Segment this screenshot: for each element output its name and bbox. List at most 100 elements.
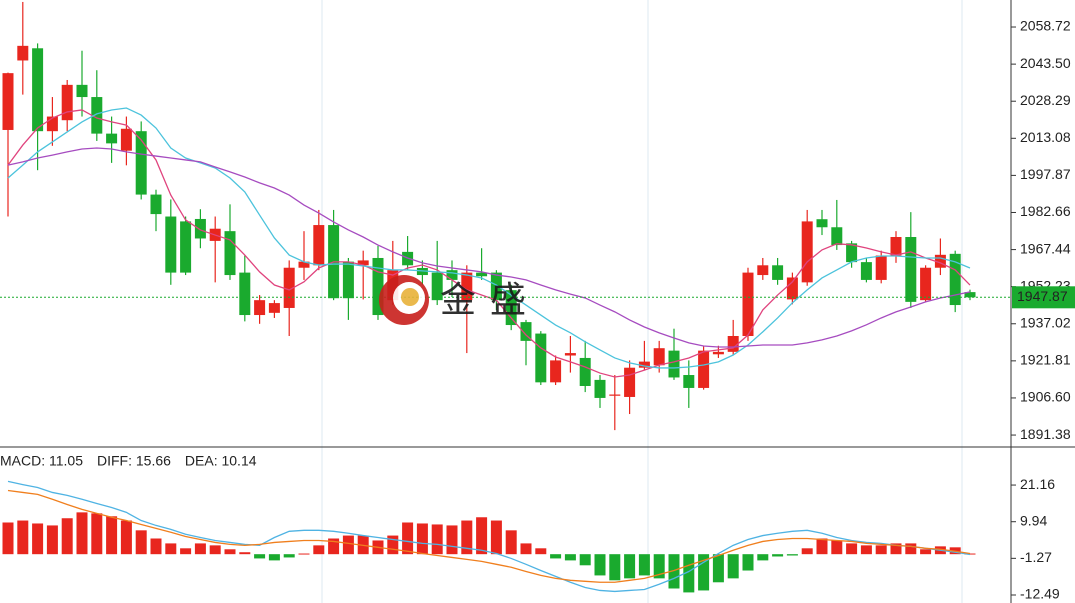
logo [401, 288, 419, 306]
candle-body [786, 277, 798, 300]
macd-bar [32, 523, 44, 555]
macd-bar [402, 522, 414, 555]
macd-bar [638, 554, 650, 576]
macd-bar [698, 554, 710, 591]
macd-bar [283, 554, 295, 558]
watermark-text: 金盛 [440, 280, 540, 321]
candle-body [476, 272, 488, 277]
candle-body [934, 254, 946, 268]
candle-body [594, 379, 606, 398]
macd-bar [254, 554, 266, 559]
legend-entry: DEA: 10.14 [185, 453, 257, 469]
y-tick-label: 1906.60 [1020, 389, 1071, 405]
candle-body [342, 261, 354, 299]
series-line [7, 109, 971, 378]
y-tick-label: 2028.29 [1020, 92, 1071, 108]
macd-bar [446, 525, 458, 555]
last-price-label: 1947.87 [1017, 288, 1068, 304]
y-tick-label: 9.94 [1020, 512, 1047, 528]
macd-bar [905, 543, 917, 555]
legend: MACD: 11.05 DIFF: 15.66 DEA: 10.14 [0, 453, 257, 469]
candle-body [638, 361, 650, 368]
candle-body [283, 267, 295, 308]
candle-body [579, 357, 591, 386]
candle-body [905, 237, 917, 302]
macd-bar [476, 517, 488, 555]
candle-body [135, 131, 147, 195]
y-tick-label: 1937.02 [1020, 314, 1071, 330]
vertical-grid [321, 0, 963, 603]
candle-body [550, 360, 562, 383]
y-tick-label: 1967.44 [1020, 240, 1071, 256]
candle-body [268, 303, 280, 313]
macd-bar [91, 513, 103, 555]
series-line [7, 107, 971, 369]
macd-bar [224, 549, 236, 555]
macd-bar [757, 554, 769, 561]
candle-body [520, 322, 532, 341]
macd-bar [298, 553, 310, 555]
macd-bar [594, 554, 606, 576]
macd-bar [2, 522, 14, 555]
macd-bar [165, 543, 177, 555]
candle-body [757, 265, 769, 276]
candle-body [801, 221, 813, 283]
axis-labels: 2058.72 2043.50 2028.29 2013.08 1997.87 1982.… [1011, 18, 1075, 602]
y-tick-label: 1997.87 [1020, 166, 1071, 182]
macd-bar [550, 554, 562, 559]
legend-entry: DIFF: 15.66 [97, 453, 171, 469]
candle-body [91, 97, 103, 134]
macd-bar [61, 518, 73, 555]
macd-bar [609, 554, 621, 581]
macd-bar [135, 530, 147, 555]
macd-bar [653, 554, 665, 579]
last-price-tag [1012, 286, 1075, 309]
candle-body [224, 231, 236, 276]
candle-body [446, 270, 458, 280]
y-tick-label: 2058.72 [1020, 18, 1071, 34]
candle-body [742, 272, 754, 337]
macd-bar [920, 549, 932, 555]
macd-bar [727, 554, 739, 579]
macd-bar [505, 530, 517, 555]
macd-bar [668, 554, 680, 589]
macd-bar [194, 543, 206, 555]
series-line [7, 489, 971, 583]
series-line [7, 480, 971, 593]
y-tick-label: -1.27 [1020, 549, 1052, 565]
macd-bar [520, 543, 532, 555]
legend-entry: MACD: 11.05 [0, 453, 83, 469]
candle-body [816, 219, 828, 228]
macd-bar [180, 548, 192, 555]
macd-bar [683, 554, 695, 593]
candle-body [61, 84, 73, 121]
candle-body [772, 265, 784, 280]
candle-body [120, 128, 132, 151]
candle-body [831, 227, 843, 246]
watermark: 金盛 [379, 275, 540, 325]
candle-body [846, 243, 858, 263]
candle-body [683, 375, 695, 388]
candle-body [2, 73, 14, 130]
macd-bar [461, 520, 473, 555]
macd-bar [328, 538, 340, 555]
candle-body [890, 237, 902, 256]
candle-body [313, 225, 325, 266]
candle-body [653, 348, 665, 366]
y-tick-label: -12.49 [1020, 586, 1060, 602]
macd-bar [209, 545, 221, 555]
macd-bar [860, 545, 872, 555]
candle-body [298, 261, 310, 268]
candle-body [150, 194, 162, 215]
y-tick-label: 1921.81 [1020, 352, 1071, 368]
candle-body [106, 133, 118, 144]
y-tick-label: 2013.08 [1020, 129, 1071, 145]
candle-body [490, 272, 502, 301]
macd-bar [46, 525, 58, 555]
macd-bar [76, 512, 88, 555]
macd-bar [150, 538, 162, 555]
macd-bar [786, 554, 798, 556]
macd-bar [431, 524, 443, 555]
macd-bar [490, 520, 502, 555]
macd-bar [387, 535, 399, 555]
